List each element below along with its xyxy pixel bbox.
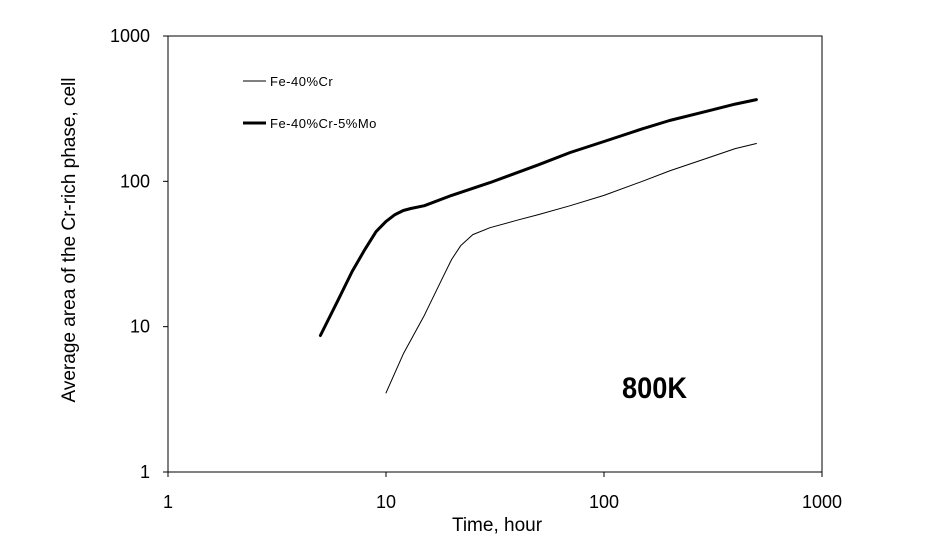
temperature-annotation: 800K — [622, 372, 687, 405]
tick-marks — [163, 35, 823, 477]
legend-label-fe-40cr: Fe-40%Cr — [270, 74, 333, 89]
legend: Fe-40%Cr Fe-40%Cr-5%Mo — [243, 74, 377, 131]
series-line-fe-40-cr — [385, 143, 757, 394]
y-tick-labels: 1 10 100 1000 — [110, 26, 150, 482]
series-lines — [318, 98, 758, 394]
x-tick-label: 10 — [376, 492, 396, 512]
x-axis-title: Time, hour — [452, 515, 543, 536]
series-line-fe-40-cr-5-mo — [318, 98, 758, 337]
x-tick-label: 100 — [589, 492, 619, 512]
x-tick-labels: 1 10 100 1000 — [163, 492, 842, 512]
y-tick-label: 100 — [120, 171, 150, 191]
plot-area — [167, 35, 823, 473]
x-tick-label: 1 — [163, 492, 173, 512]
y-tick-label: 1000 — [110, 26, 150, 46]
y-tick-label: 1 — [140, 462, 150, 482]
x-tick-label: 1000 — [802, 492, 842, 512]
y-tick-label: 10 — [130, 317, 150, 337]
y-axis-title: Average area of the Cr-rich phase, cell — [59, 78, 80, 403]
legend-label-fe-40cr-5mo: Fe-40%Cr-5%Mo — [270, 116, 377, 131]
